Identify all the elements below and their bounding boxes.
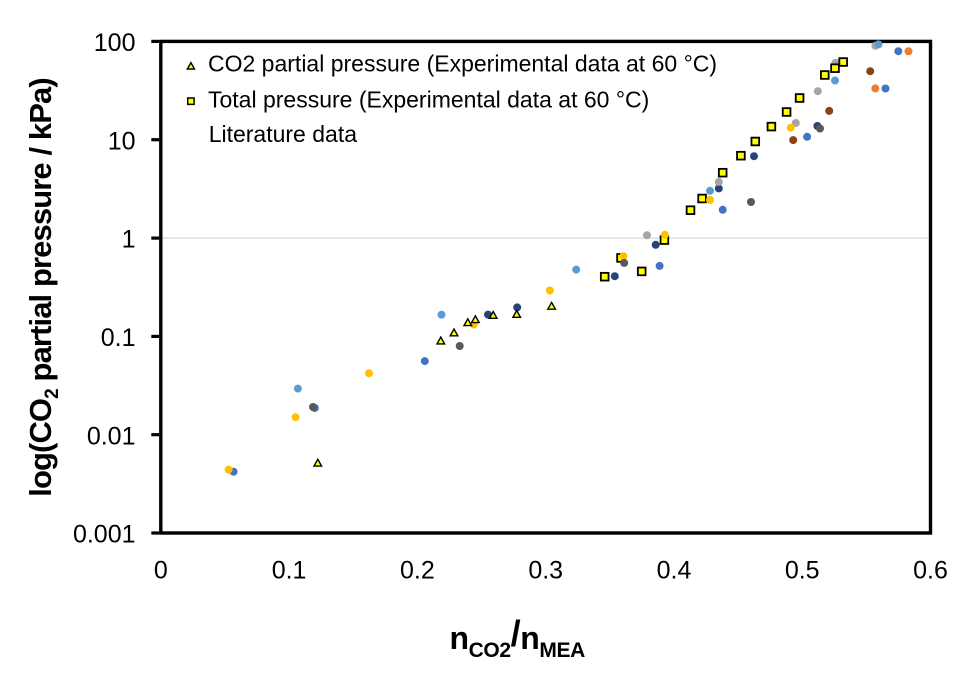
svg-text:0.001: 0.001 xyxy=(73,521,136,549)
svg-text:0: 0 xyxy=(154,557,168,585)
svg-text:log(CO2 partial pressure / kPa: log(CO2 partial pressure / kPa) xyxy=(23,78,63,497)
svg-text:0.3: 0.3 xyxy=(528,557,563,585)
svg-text:0.6: 0.6 xyxy=(913,557,948,585)
svg-text:0.5: 0.5 xyxy=(785,557,820,585)
svg-text:100: 100 xyxy=(94,29,136,57)
svg-text:Literature data: Literature data xyxy=(209,121,358,147)
svg-text:CO2 partial pressure (Experime: CO2 partial pressure (Experimental data … xyxy=(208,50,717,76)
svg-text:0.1: 0.1 xyxy=(272,557,307,585)
svg-text:0.01: 0.01 xyxy=(87,422,136,450)
svg-text:10: 10 xyxy=(108,127,136,155)
svg-text:0.4: 0.4 xyxy=(657,557,692,585)
svg-text:0.1: 0.1 xyxy=(101,324,136,352)
svg-text:Total pressure (Experimental d: Total pressure (Experimental data at 60 … xyxy=(208,86,649,112)
svg-text:0.2: 0.2 xyxy=(400,557,435,585)
svg-text:1: 1 xyxy=(122,226,136,254)
